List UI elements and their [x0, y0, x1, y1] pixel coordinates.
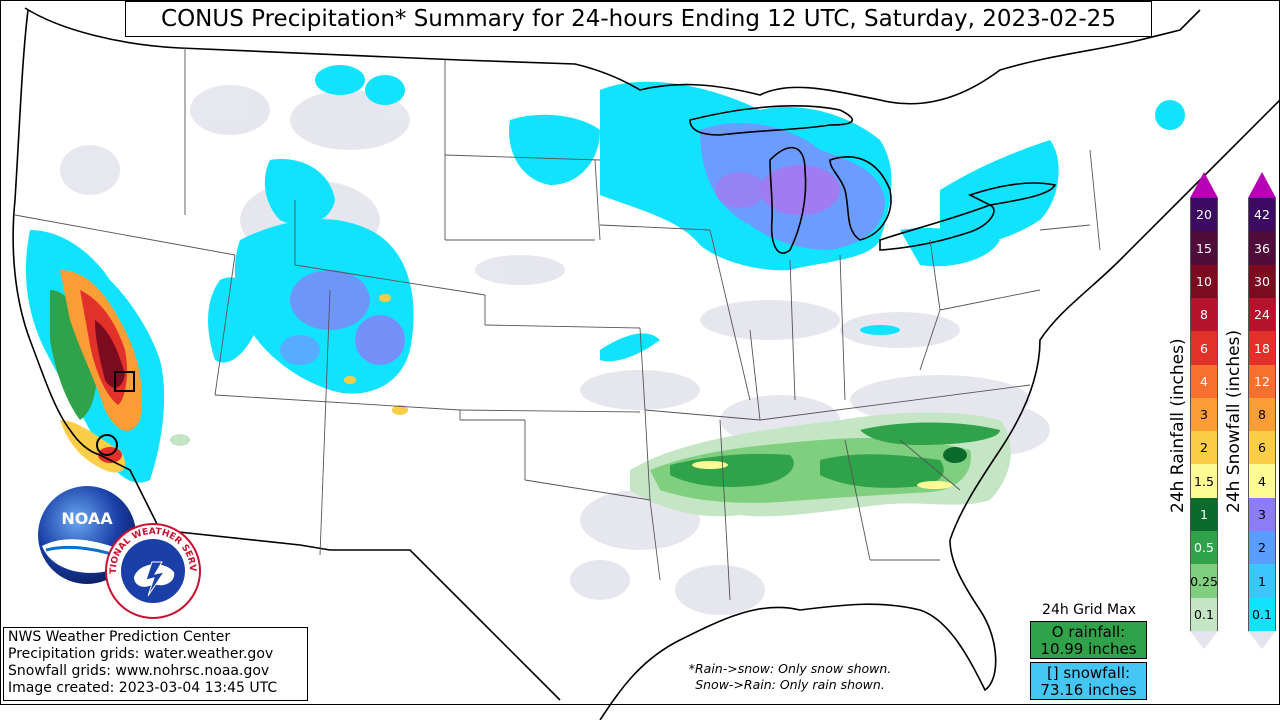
snowfall-areas	[208, 65, 1185, 415]
snowfall-colorbar-segment: 6	[1248, 431, 1276, 465]
rainfall-colorbar-segment: 15	[1190, 231, 1218, 266]
rainfall-colorbar: 20 15 10 8 6 4 3 2 1.5 1 0.5 0.25 0.1	[1190, 172, 1218, 657]
rainfall-colorbar-bottom-arrow	[1190, 630, 1218, 649]
credits-line: Image created: 2023-03-04 13:45 UTC	[8, 680, 278, 696]
note-line: *Rain->snow: Only snow shown.	[688, 661, 892, 676]
grid-max-markers	[96, 371, 135, 456]
credits-line: NWS Weather Prediction Center	[8, 629, 231, 645]
svg-text:NOAA: NOAA	[61, 509, 113, 528]
boundaries	[12, 7, 1280, 720]
state-borders	[14, 48, 1101, 601]
rainfall-colorbar-segment: 1.5	[1190, 464, 1218, 499]
rain-snow-note: *Rain->snow: Only snow shown. Snow->Rain…	[640, 661, 940, 693]
rainfall-colorbar-segment: 1	[1190, 497, 1218, 532]
snowfall-colorbar-segment: 18	[1248, 331, 1276, 365]
snowfall-colorbar-segment: 42	[1248, 198, 1276, 232]
rainfall-colorbar-segment: 20	[1190, 198, 1218, 232]
snowfall-colorbar-segment: 3	[1248, 497, 1276, 532]
grid-max-snowfall: [] snowfall: 73.16 inches	[1030, 662, 1147, 700]
credits-line: Snowfall grids: www.nohrsc.noaa.gov	[8, 663, 270, 679]
snowfall-colorbar-bottom-arrow	[1248, 630, 1276, 649]
snowfall-scale-label: 24h Snowfall (inches)	[1224, 329, 1244, 513]
snowfall-colorbar-segment: 2	[1248, 531, 1276, 565]
snowfall-colorbar: 42 36 30 24 18 12 8 6 4 3 2 1 0.1	[1248, 172, 1276, 657]
rainfall-colorbar-segment: 0.5	[1190, 531, 1218, 565]
rainfall-colorbar-segment: 4	[1190, 364, 1218, 399]
snowfall-colorbar-segment: 36	[1248, 231, 1276, 266]
rainfall-colorbar-segment: 2	[1190, 431, 1218, 465]
rainfall-colorbar-segment: 8	[1190, 297, 1218, 332]
snowfall-colorbar-segment: 24	[1248, 297, 1276, 332]
snowfall-colorbar-top-arrow	[1248, 172, 1276, 198]
snowfall-colorbar-segment: 0.1	[1248, 597, 1276, 632]
rainfall-colorbar-segment: 0.25	[1190, 564, 1218, 599]
snowfall-max-marker	[114, 371, 135, 392]
rainfall-colorbar-segment: 3	[1190, 397, 1218, 432]
snowfall-colorbar-segment: 30	[1248, 264, 1276, 299]
rainfall-colorbar-segment: 0.1	[1190, 597, 1218, 632]
rainfall-colorbar-segment: 10	[1190, 264, 1218, 299]
note-line: Snow->Rain: Only rain shown.	[695, 677, 885, 692]
grid-max-rainfall: O rainfall: 10.99 inches	[1030, 621, 1147, 659]
rainfall-scale-label: 24h Rainfall (inches)	[1168, 338, 1188, 513]
snowfall-colorbar-segment: 4	[1248, 464, 1276, 499]
credits-box: NWS Weather Prediction Center Precipitat…	[3, 627, 308, 701]
grid-max-title: 24h Grid Max	[1042, 602, 1136, 618]
credits-line: Precipitation grids: water.weather.gov	[8, 646, 274, 662]
rainfall-max-marker	[96, 434, 118, 456]
nws-logo: NATIONAL WEATHER SERVICE	[104, 522, 201, 619]
map-title: CONUS Precipitation* Summary for 24-hour…	[125, 1, 1152, 37]
rainfall-colorbar-segment: 6	[1190, 331, 1218, 365]
snowfall-colorbar-segment: 1	[1248, 564, 1276, 599]
rainfall-areas	[170, 412, 1011, 517]
snowfall-colorbar-segment: 8	[1248, 397, 1276, 432]
snowfall-colorbar-segment: 12	[1248, 364, 1276, 399]
rainfall-colorbar-top-arrow	[1190, 172, 1218, 198]
